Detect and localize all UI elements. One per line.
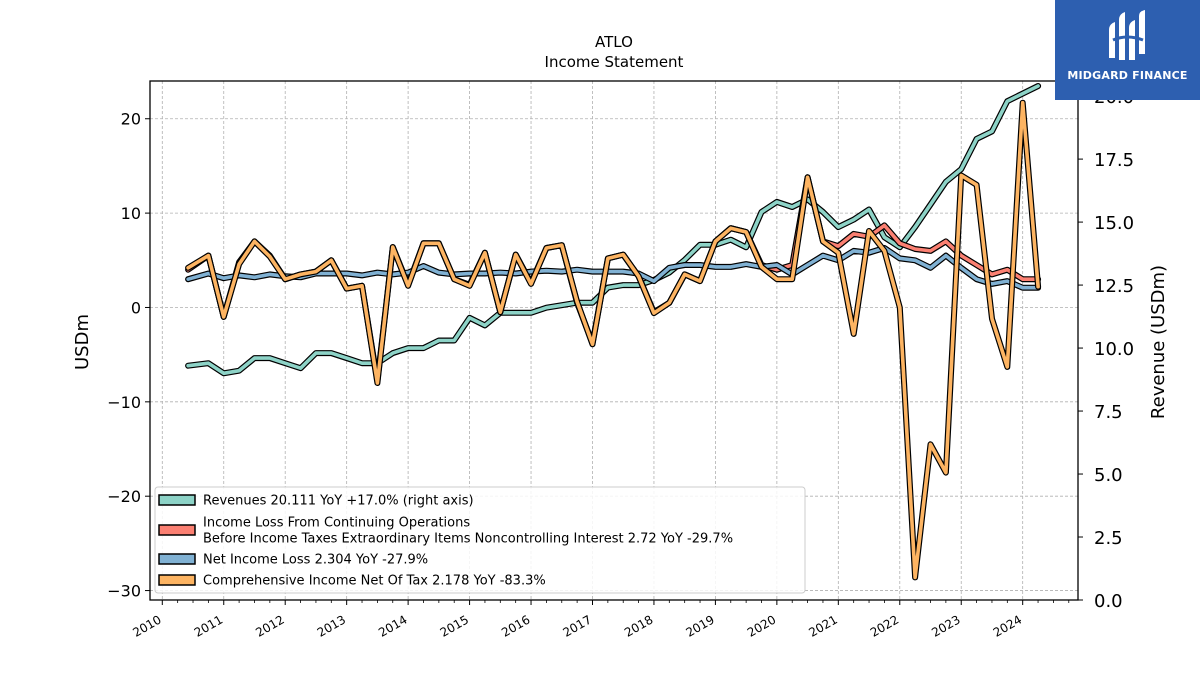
y-tick-label-left: −30 <box>107 582 141 601</box>
x-tick-label: 2014 <box>376 612 409 639</box>
y-tick-label-right: 12.5 <box>1094 276 1134 297</box>
series-line-outline <box>185 245 1042 291</box>
y-tick-label-right: 15.0 <box>1094 213 1134 234</box>
series-line <box>186 100 1040 580</box>
y-axis-label-left: USDm <box>72 314 93 370</box>
legend: Revenues 20.111 YoY +17.0% (right axis) I… <box>154 486 806 594</box>
legend-label: Net Income Loss 2.304 YoY -27.9% <box>203 553 428 568</box>
y-tick-label-left: 20 <box>121 110 141 129</box>
midgard-finance-logo: MIDGARD FINANCE <box>1055 0 1200 100</box>
x-tick-label: 2020 <box>745 612 778 639</box>
chart-subtitle: Income Statement <box>545 53 684 71</box>
x-tick-label: 2012 <box>253 612 286 639</box>
legend-label: Income Loss From Continuing Operations <box>203 516 470 531</box>
legend-swatch <box>158 553 196 565</box>
y-tick-label-left: 10 <box>121 204 141 223</box>
x-tick-label: 2021 <box>806 612 839 639</box>
y-tick-label-right: 10.0 <box>1094 339 1134 360</box>
x-tick-label: 2011 <box>192 612 225 639</box>
plot-frame <box>149 80 1079 601</box>
legend-swatch <box>158 524 196 536</box>
y-tick-label-right: 7.5 <box>1094 402 1123 423</box>
x-tick-label: 2019 <box>683 612 716 639</box>
x-tick-label: 2016 <box>499 612 532 639</box>
legend-label: Revenues 20.111 YoY +17.0% (right axis) <box>203 494 474 509</box>
y-tick-label-right: 2.5 <box>1094 528 1123 549</box>
chart-title: ATLO <box>595 33 633 51</box>
x-tick-label: 2013 <box>315 612 348 639</box>
legend-label: Comprehensive Income Net Of Tax 2.178 Yo… <box>203 574 546 589</box>
logo-mark-icon <box>1109 10 1145 60</box>
x-tick-label: 2017 <box>561 612 594 639</box>
series-line <box>186 246 1040 290</box>
legend-swatch <box>158 574 196 586</box>
y-tick-label-right: 0.0 <box>1094 591 1123 612</box>
y-tick-label-left: −10 <box>107 393 141 412</box>
y-axis-label-right: Revenue (USDm) <box>1148 265 1169 419</box>
y-tick-label-left: −20 <box>107 487 141 506</box>
x-tick-label: 2023 <box>929 612 962 639</box>
y-tick-label-left: 0 <box>131 298 141 317</box>
legend-swatch <box>158 494 196 506</box>
legend-box <box>154 486 806 594</box>
legend-label: Before Income Taxes Extraordinary Items … <box>203 532 733 547</box>
x-tick-label: 2024 <box>991 612 1024 639</box>
series-line <box>186 84 1040 376</box>
y-tick-label-right: 17.5 <box>1094 150 1134 171</box>
x-tick-label: 2018 <box>622 612 655 639</box>
y-tick-label-right: 5.0 <box>1094 465 1123 486</box>
series-line-outline <box>185 83 1042 377</box>
x-tick-label: 2015 <box>438 612 471 639</box>
logo-text: MIDGARD FINANCE <box>1067 69 1188 82</box>
x-tick-label: 2010 <box>130 612 163 639</box>
series-lines <box>185 83 1042 581</box>
x-tick-label: 2022 <box>868 612 901 639</box>
